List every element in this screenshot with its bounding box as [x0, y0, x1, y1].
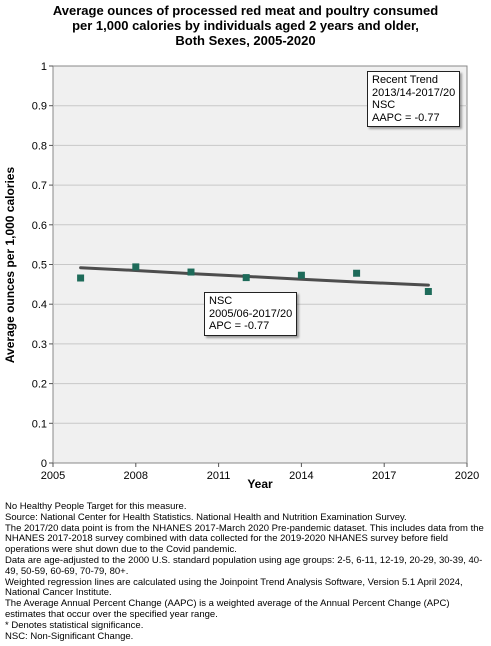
- chart-title-line-3: Both Sexes, 2005-2020: [175, 33, 316, 48]
- footnote: The Average Annual Percent Change (AAPC)…: [5, 598, 450, 620]
- overall-trend-line-2: 2005/06-2017/20: [209, 307, 293, 320]
- overall-trend-annotation: NSC 2005/06-2017/20 APC = -0.77: [204, 292, 298, 336]
- overall-trend-line-1: NSC: [209, 295, 233, 307]
- recent-trend-line-2: 2013/14-2017/20: [372, 86, 456, 99]
- chart-title: Average ounces of processed red meat and…: [0, 3, 491, 48]
- recent-trend-line-3: NSC: [372, 99, 396, 111]
- recent-trend-line-1: Recent Trend: [372, 74, 439, 86]
- footnotes: No Healthy People Target for this measur…: [5, 501, 487, 642]
- footnote: Source: National Center for Health Stati…: [5, 511, 407, 523]
- x-tick-label: 2008: [124, 470, 148, 482]
- y-axis-ticks: 0 0.1 0.2 0.3 0.4 0.5 0.6 0.7 0.8 0.9 1: [32, 61, 53, 470]
- footnote: The 2017/20 data point is from the NHANE…: [5, 522, 484, 556]
- y-tick-label: 0.9: [32, 101, 47, 113]
- footnote: Data are age-adjusted to the 2000 U.S. s…: [5, 554, 483, 577]
- y-tick-label: 0.1: [32, 418, 47, 430]
- data-point: [353, 269, 361, 277]
- chart-title-line-1: Average ounces of processed red meat and…: [52, 3, 439, 18]
- recent-trend-line-4: AAPC = -0.77: [372, 111, 440, 124]
- footnote: NSC: Non-Significant Change.: [5, 630, 134, 642]
- chart-title-line-2: per 1,000 calories by individuals aged 2…: [72, 18, 419, 33]
- x-axis-ticks: 2005 2008 2011 2014 2017 2020: [41, 463, 479, 482]
- footnote: * Denotes statistical significance.: [5, 619, 144, 631]
- y-tick-label: 1: [41, 61, 47, 73]
- x-tick-label: 2014: [289, 470, 313, 482]
- data-point: [77, 274, 85, 282]
- footnote: Weighted regression lines are calculated…: [5, 576, 463, 599]
- y-tick-label: 0.5: [32, 260, 47, 272]
- y-tick-label: 0.2: [32, 379, 47, 391]
- y-tick-label: 0.7: [32, 180, 47, 192]
- y-tick-label: 0.4: [32, 299, 47, 311]
- x-tick-label: 2017: [372, 470, 396, 482]
- y-tick-label: 0.8: [32, 140, 47, 152]
- y-axis-label: Average ounces per 1,000 calories: [3, 167, 17, 364]
- data-points: [77, 263, 432, 295]
- x-tick-label: 2020: [455, 470, 479, 482]
- data-point: [132, 263, 140, 271]
- chart-plot: 00.10.20.30.40.50.60.70.80.91 2005 2008 20…: [3, 61, 479, 491]
- y-tick-label: 0.6: [32, 220, 47, 232]
- y-tick-label: 0.3: [32, 339, 47, 351]
- data-point: [242, 274, 250, 282]
- recent-trend-annotation: Recent Trend 2013/14-2017/20 NSC AAPC = …: [367, 71, 461, 127]
- footnote: No Healthy People Target for this measur…: [5, 501, 187, 512]
- x-tick-label: 2005: [41, 470, 65, 482]
- x-tick-label: 2011: [207, 470, 231, 482]
- data-point: [297, 271, 305, 279]
- x-axis-label: Year: [247, 477, 273, 491]
- data-point: [187, 268, 195, 276]
- y-tick-label: 0: [41, 458, 47, 470]
- data-point: [424, 287, 432, 295]
- overall-trend-line-3: APC = -0.77: [209, 320, 270, 332]
